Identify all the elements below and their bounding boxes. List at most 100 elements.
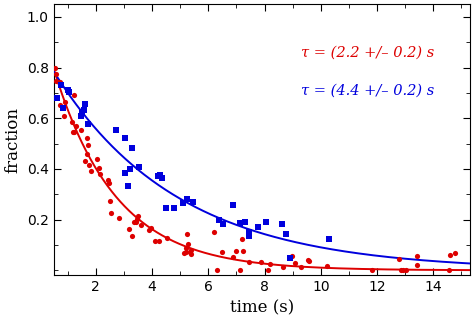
Point [84,121,91,126]
Point [85,162,92,168]
Point [230,203,237,208]
Point [215,218,223,223]
Point [304,257,312,263]
Point [51,66,59,71]
Point [134,214,141,219]
Point [238,237,246,242]
Point [257,259,265,264]
Point [54,95,61,100]
Point [116,215,123,220]
Point [61,113,68,118]
Point [73,123,80,128]
Point [213,268,220,273]
Y-axis label: fraction: fraction [4,107,21,173]
Point [70,129,77,134]
Point [190,200,197,205]
Point [80,108,88,113]
Point [145,227,153,232]
Text: τ = (4.4 +/– 0.2) s: τ = (4.4 +/– 0.2) s [301,84,435,98]
Point [182,245,190,250]
Point [451,251,459,256]
Point [70,93,78,98]
Point [59,106,66,111]
Point [155,238,163,243]
Point [402,268,410,273]
Point [134,216,141,221]
Point [158,176,166,181]
Point [279,221,286,226]
Point [323,263,330,268]
Point [187,252,195,257]
Point [68,119,76,124]
Point [210,230,218,235]
Point [71,130,78,135]
Point [286,256,293,261]
Point [325,236,333,241]
Point [107,199,114,204]
Point [128,145,136,150]
Point [245,230,253,235]
Point [154,173,162,178]
Point [297,265,305,270]
Point [130,219,137,224]
Point [292,260,299,265]
Point [239,248,246,253]
Point [280,264,287,269]
Point [81,159,89,164]
Point [78,110,86,115]
Point [399,268,407,273]
Point [124,184,132,189]
Point [245,233,253,238]
Point [96,171,104,176]
Point [127,167,134,172]
Point [93,156,101,161]
X-axis label: time (s): time (s) [229,300,294,317]
Point [162,205,170,210]
Point [445,268,453,273]
Point [219,221,226,227]
Point [56,79,64,84]
Point [180,200,187,205]
Point [369,268,376,273]
Point [266,261,274,266]
Point [77,127,85,132]
Point [64,87,72,92]
Point [156,172,164,178]
Point [88,169,95,174]
Point [188,247,195,252]
Point [282,231,290,237]
Point [446,253,453,258]
Point [61,100,69,105]
Text: τ = (2.2 +/– 0.2) s: τ = (2.2 +/– 0.2) s [301,46,435,60]
Point [121,171,128,176]
Point [83,152,91,157]
Point [397,268,405,273]
Point [77,113,85,118]
Point [186,249,194,254]
Point [163,235,171,240]
Point [305,259,312,264]
Point [262,219,270,224]
Point [183,196,191,201]
Point [58,82,65,87]
Point [151,239,159,244]
Point [147,225,155,230]
Point [264,268,271,273]
Point [52,79,59,84]
Point [107,210,115,215]
Point [84,142,92,147]
Point [128,233,136,238]
Point [83,136,91,141]
Point [236,221,244,226]
Point [236,268,243,273]
Point [254,225,262,230]
Point [135,165,143,170]
Point [183,231,191,236]
Point [113,127,120,132]
Point [106,180,113,186]
Point [232,248,240,254]
Point [65,89,73,94]
Point [104,178,112,183]
Point [81,101,88,107]
Point [413,262,420,267]
